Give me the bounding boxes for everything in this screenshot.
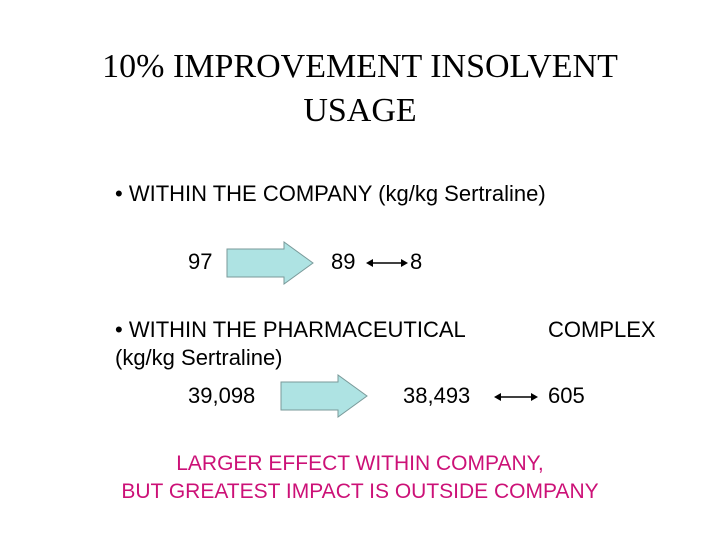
complex-after-value: 38,493 <box>403 383 471 408</box>
title-line-1: 10% IMPROVEMENT INSOLVENT <box>102 48 618 85</box>
within-complex-units: (kg/kg Sertraline) <box>115 345 283 370</box>
block-arrow-icon <box>226 241 314 285</box>
block-arrow-icon <box>280 374 368 418</box>
company-before-value: 97 <box>188 249 213 274</box>
conclusion-line-1: LARGER EFFECT WITHIN COMPANY, <box>176 452 544 475</box>
slide-title: 10% IMPROVEMENT INSOLVENT USAGE <box>40 45 680 133</box>
company-after-value: 89 <box>331 249 356 274</box>
within-complex-heading: • WITHIN THE PHARMACEUTICAL <box>115 317 466 342</box>
within-complex-heading-complex: COMPLEX <box>548 317 656 342</box>
double-arrow-icon <box>366 259 408 267</box>
complex-before-value: 39,098 <box>188 383 256 408</box>
complex-saving-value: 605 <box>548 383 585 408</box>
company-saving-value: 8 <box>410 249 423 274</box>
title-line-2: USAGE <box>303 92 417 129</box>
conclusion-line-2: BUT GREATEST IMPACT IS OUTSIDE COMPANY <box>121 480 599 503</box>
double-arrow-icon <box>494 393 538 401</box>
within-company-heading: • WITHIN THE COMPANY (kg/kg Sertraline) <box>115 181 546 206</box>
